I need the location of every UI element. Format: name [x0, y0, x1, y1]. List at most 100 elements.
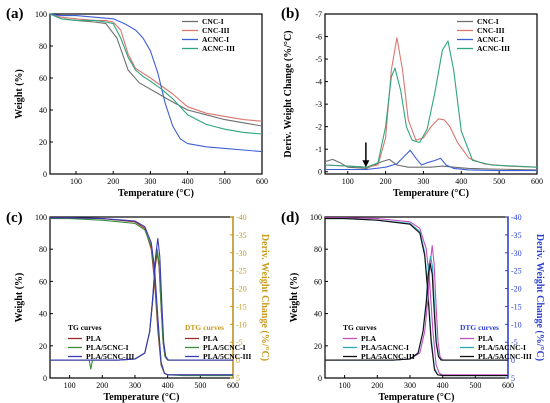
y-axis-label: Weight (%) [14, 273, 25, 323]
series-line-pla-5cnc-iii-dtg [50, 237, 233, 361]
y-tick-label: -4 [315, 78, 322, 87]
x-tick-label: 200 [96, 381, 108, 390]
y-tick-label: 80 [314, 245, 322, 254]
x-tick-label: 500 [493, 177, 505, 186]
right-y-tick-label: -5 [236, 338, 243, 347]
x-tick-label: 100 [342, 177, 354, 186]
legend-label: CNC-I [202, 17, 224, 26]
legend-label: PLA/5CNC-I [86, 343, 129, 352]
right-y-tick-label: -25 [236, 267, 247, 276]
x-tick-label: 300 [404, 381, 416, 390]
right-y-tick-label: -20 [511, 285, 522, 294]
right-axis-label: Deriv. Weight Change (%/°C) [259, 234, 270, 361]
series-line-acnc-i [49, 13, 263, 153]
right-y-tick-label: -40 [511, 213, 522, 222]
x-tick-label: 600 [256, 177, 268, 186]
legend-label: PLA [86, 334, 102, 343]
y-axis-label: Weight (%) [14, 69, 25, 119]
right-y-tick-label: -35 [511, 231, 522, 240]
y-tick-label: -6 [315, 33, 322, 42]
y-tick-label: 80 [39, 42, 47, 51]
legend-label: CNC-III [202, 26, 230, 35]
series-line-cnc-iii [324, 37, 538, 168]
y-tick-label: 100 [35, 213, 47, 222]
legend-label: ACNC-III [477, 44, 510, 53]
x-axis-label: Temperature (°C) [393, 188, 469, 199]
series-line-pla-5acnc-iii-dtg [325, 262, 508, 361]
legend-title: DTG curves [185, 323, 224, 332]
series-line-cnc-i [49, 13, 263, 127]
right-y-tick-label: 5 [511, 374, 515, 383]
right-y-tick-label: -30 [236, 249, 247, 258]
series-line-acnc-iii [324, 40, 538, 168]
right-y-tick-label: 0 [236, 356, 240, 365]
y-tick-label: 0 [318, 374, 322, 383]
right-y-tick-label: -25 [511, 267, 522, 276]
series-line-pla-tg [325, 217, 508, 376]
panel-label: (c) [6, 210, 23, 226]
y-tick-label: 20 [314, 342, 322, 351]
x-tick-label: 300 [417, 177, 429, 186]
right-y-tick-label: -15 [236, 302, 247, 311]
panel-label: (a) [6, 6, 24, 22]
series-line-cnc-i [324, 158, 538, 171]
x-tick-label: 300 [129, 381, 141, 390]
y-axis-label: Deriv. Weight Change (%/°C) [283, 30, 294, 157]
x-axis-label: Temperature (°C) [104, 392, 180, 403]
legend-label: PLA/5CNC-III [203, 352, 251, 361]
plot-frame [49, 13, 263, 175]
legend-title: TG curves [343, 323, 377, 332]
y-tick-label: 0 [318, 168, 322, 177]
x-tick-label: 400 [455, 177, 467, 186]
right-y-tick-label: 5 [236, 374, 240, 383]
legend-label: ACNC-III [202, 44, 235, 53]
x-tick-label: 300 [144, 177, 156, 186]
x-tick-label: 400 [437, 381, 449, 390]
right-y-tick-label: -20 [236, 285, 247, 294]
y-tick-label: -5 [315, 55, 322, 64]
series-line-pla-5cnc-iii-tg [50, 217, 233, 376]
plot-frame [324, 13, 538, 175]
legend-title: DTG curves [460, 323, 499, 332]
legend-label: PLA [361, 334, 377, 343]
legend-label: ACNC-I [202, 35, 229, 44]
y-tick-label: 60 [39, 74, 47, 83]
right-y-tick-label: -15 [511, 302, 522, 311]
legend-label: PLA/5ACNC-III [361, 352, 415, 361]
legend-label: PLA/5ACNC-I [478, 343, 526, 352]
legend-label: PLA/5ACNC-III [478, 352, 532, 361]
x-tick-label: 500 [194, 381, 206, 390]
x-tick-label: 200 [371, 381, 383, 390]
right-y-tick-label: 0 [511, 356, 515, 365]
y-tick-label: -3 [315, 100, 322, 109]
x-tick-label: 400 [162, 381, 174, 390]
panel-d: 100 200 300 400 500 600 0 20 40 60 80 100 5 0 -5 -10 -15… [281, 210, 545, 403]
y-tick-label: 40 [314, 310, 322, 319]
right-y-tick-label: -10 [236, 320, 247, 329]
right-y-tick-label: -10 [511, 320, 522, 329]
x-tick-label: 600 [502, 381, 514, 390]
annotation-arrow-head [362, 160, 370, 168]
right-y-tick-label: -40 [236, 213, 247, 222]
x-tick-label: 200 [107, 177, 119, 186]
x-axis-label: Temperature (°C) [118, 188, 194, 199]
x-tick-label: 600 [531, 177, 543, 186]
legend-label: PLA [203, 334, 219, 343]
x-tick-label: 100 [339, 381, 351, 390]
legend-label: PLA/5CNC-III [86, 352, 134, 361]
panel-a: 100 200 300 400 500 600 0 20 40 60 80 100 Temperatur… [6, 6, 268, 199]
right-y-tick-label: -35 [236, 231, 247, 240]
x-tick-label: 100 [70, 177, 82, 186]
x-tick-label: 400 [182, 177, 194, 186]
y-tick-label: -2 [315, 123, 322, 132]
panel-b: 100 200 300 400 500 600 0 -1 -2 -3 -4 -5 -6 -7 Tempera… [281, 6, 543, 199]
right-y-tick-label: -30 [511, 249, 522, 258]
series-line-acnc-iii [49, 13, 263, 135]
y-tick-label: 100 [35, 10, 47, 19]
y-tick-label: 20 [39, 342, 47, 351]
y-tick-label: -7 [315, 10, 322, 19]
legend-label: PLA/5CNC-I [203, 343, 246, 352]
y-tick-label: -1 [315, 145, 322, 154]
right-y-tick-label: -5 [511, 338, 518, 347]
